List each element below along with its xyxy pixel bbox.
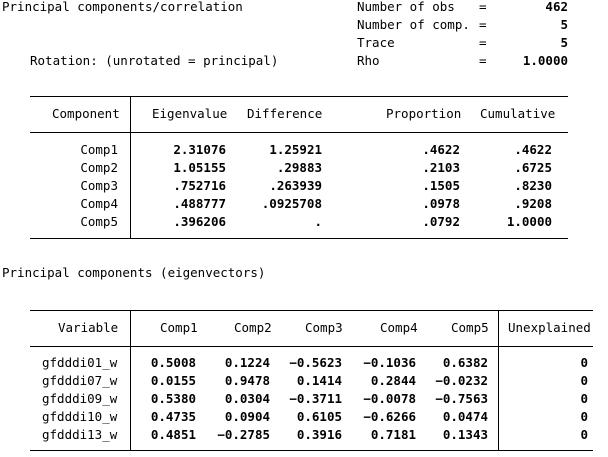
eig-cell: 2.31076 xyxy=(173,142,226,157)
stat-value: 462 xyxy=(545,0,568,14)
eig-row-label: Comp4 xyxy=(80,196,118,211)
eig-row-label: Comp5 xyxy=(80,214,118,229)
eig-cell: .0978 xyxy=(422,196,460,211)
eig-cell: .752716 xyxy=(173,178,226,193)
eig-cell: .263939 xyxy=(269,178,322,193)
eig-col-header: Eigenvalue xyxy=(152,106,228,121)
eig-cell: . xyxy=(314,214,322,229)
vec-cell: 0.5380 xyxy=(150,391,196,406)
vec-row-label: gfdddi10_w xyxy=(42,409,118,424)
vec-table-bottom-rule xyxy=(30,450,593,451)
eig-col-header: Difference xyxy=(247,106,323,121)
stat-value: 5 xyxy=(560,17,568,32)
vec-cell: 0 xyxy=(580,409,588,424)
rotation-line: Rotation: (unrotated = principal) xyxy=(30,53,279,68)
vec-cell: 0.4851 xyxy=(150,427,196,442)
vec-cell: 0.1224 xyxy=(224,355,270,370)
vec-cell: −0.7563 xyxy=(435,391,488,406)
eig-cell: 1.25921 xyxy=(269,142,322,157)
vec-cell: 0.5008 xyxy=(150,355,196,370)
vec-table-divider-left xyxy=(130,310,131,450)
vec-cell: 0 xyxy=(580,373,588,388)
vec-cell: 0.1414 xyxy=(296,373,342,388)
eig-col-header: Component xyxy=(52,106,120,121)
eig-cell: .488777 xyxy=(173,196,226,211)
vec-cell: −0.0232 xyxy=(435,373,488,388)
output-title: Principal components/correlation xyxy=(2,0,243,14)
vec-table-header-rule xyxy=(30,346,593,347)
eig-cell: .8230 xyxy=(514,178,552,193)
vec-row-label: gfdddi13_w xyxy=(42,427,118,442)
vec-cell: −0.2785 xyxy=(217,427,270,442)
stat-equals: = xyxy=(479,35,487,50)
stat-label: Rho xyxy=(357,53,380,68)
vec-cell: 0 xyxy=(580,355,588,370)
vec-cell: 0 xyxy=(580,427,588,442)
eig-cell: .0925708 xyxy=(261,196,322,211)
vec-cell: 0.4735 xyxy=(150,409,196,424)
eig-col-header: Cumulative xyxy=(480,106,556,121)
stat-equals: = xyxy=(479,53,487,68)
vec-col-header: Comp5 xyxy=(451,320,489,335)
vec-col-header: Comp2 xyxy=(234,320,272,335)
stat-label: Trace xyxy=(357,35,395,50)
eig-cell: .4622 xyxy=(422,142,460,157)
vec-cell: −0.1036 xyxy=(363,355,416,370)
eig-cell: .4622 xyxy=(514,142,552,157)
eig-cell: .6725 xyxy=(514,160,552,175)
stat-label: Number of obs xyxy=(357,0,455,14)
vec-col-header: Comp3 xyxy=(305,320,343,335)
vec-cell: −0.3711 xyxy=(289,391,342,406)
vec-cell: 0.0474 xyxy=(442,409,488,424)
vec-cell: 0.0155 xyxy=(150,373,196,388)
vec-col-header: Comp1 xyxy=(160,320,198,335)
stat-equals: = xyxy=(479,0,487,14)
vec-cell: 0 xyxy=(580,391,588,406)
eig-cell: 1.0000 xyxy=(506,214,552,229)
vec-col-header: Comp4 xyxy=(380,320,418,335)
vec-cell: 0.3916 xyxy=(296,427,342,442)
eig-cell: .396206 xyxy=(173,214,226,229)
vec-row-label: gfdddi01_w xyxy=(42,355,118,370)
vec-col-header: Unexplained xyxy=(508,320,591,335)
stat-equals: = xyxy=(479,17,487,32)
eigenvectors-title: Principal components (eigenvectors) xyxy=(2,265,266,280)
vec-cell: 0.2844 xyxy=(370,373,416,388)
vec-cell: −0.5623 xyxy=(289,355,342,370)
eig-table-bottom-rule xyxy=(30,238,568,239)
stat-value: 1.0000 xyxy=(522,53,568,68)
eig-cell: 1.05155 xyxy=(173,160,226,175)
vec-cell: 0.9478 xyxy=(224,373,270,388)
eig-table-top-rule xyxy=(30,96,568,97)
vec-cell: −0.6266 xyxy=(363,409,416,424)
eig-table-divider xyxy=(130,96,131,238)
vec-row-label: gfdddi09_w xyxy=(42,391,118,406)
eig-row-label: Comp3 xyxy=(80,178,118,193)
vec-col-header: Variable xyxy=(58,320,119,335)
eig-cell: .0792 xyxy=(422,214,460,229)
stat-value: 5 xyxy=(560,35,568,50)
vec-cell: 0.0304 xyxy=(224,391,270,406)
eig-col-header: Proportion xyxy=(386,106,462,121)
vec-cell: 0.6382 xyxy=(442,355,488,370)
eig-table-header-rule xyxy=(30,132,568,133)
eig-cell: .2103 xyxy=(422,160,460,175)
stat-label: Number of comp. xyxy=(357,17,470,32)
vec-cell: −0.0078 xyxy=(363,391,416,406)
vec-table-top-rule xyxy=(30,310,593,311)
vec-cell: 0.0904 xyxy=(224,409,270,424)
eig-cell: .9208 xyxy=(514,196,552,211)
vec-row-label: gfdddi07_w xyxy=(42,373,118,388)
vec-cell: 0.7181 xyxy=(370,427,416,442)
eig-row-label: Comp2 xyxy=(80,160,118,175)
eig-row-label: Comp1 xyxy=(80,142,118,157)
vec-table-divider-right xyxy=(498,310,499,450)
eig-cell: .29883 xyxy=(276,160,322,175)
vec-cell: 0.1343 xyxy=(442,427,488,442)
eig-cell: .1505 xyxy=(422,178,460,193)
vec-cell: 0.6105 xyxy=(296,409,342,424)
